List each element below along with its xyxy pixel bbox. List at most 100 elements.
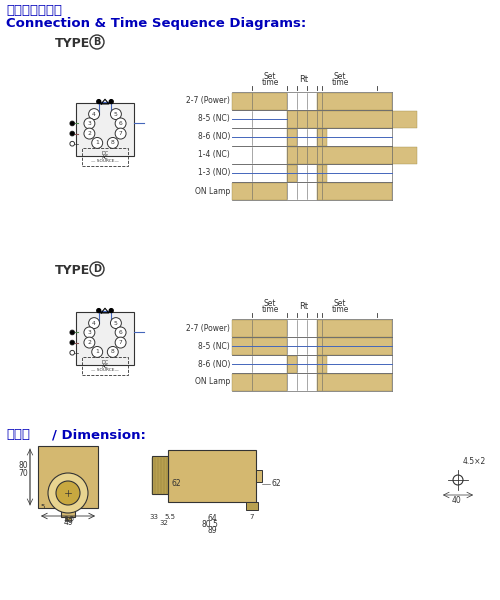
Text: 2: 2 [88, 340, 92, 345]
Circle shape [108, 137, 118, 148]
Circle shape [84, 128, 95, 139]
Bar [317, 337, 392, 355]
Bar [256, 470, 262, 482]
Bar [232, 182, 287, 199]
Circle shape [84, 337, 95, 348]
Bar [287, 128, 297, 145]
Bar [287, 355, 297, 373]
Text: 2: 2 [88, 131, 92, 136]
Text: 5.5: 5.5 [164, 514, 175, 520]
Text: 62: 62 [272, 479, 281, 488]
Bar [317, 319, 392, 337]
Text: Set: Set [334, 299, 346, 308]
Bar [38, 446, 98, 508]
Text: B: B [94, 37, 100, 47]
Text: 4: 4 [92, 112, 96, 116]
Text: 49: 49 [63, 518, 73, 527]
Text: AC: AC [102, 155, 108, 160]
Circle shape [70, 131, 74, 136]
Text: TYPE: TYPE [55, 264, 90, 277]
Text: 3: 3 [88, 330, 92, 335]
Circle shape [115, 327, 126, 338]
Circle shape [97, 308, 100, 313]
Text: DC: DC [102, 151, 108, 156]
Text: 32: 32 [160, 520, 168, 526]
Bar [317, 182, 392, 199]
Text: 7: 7 [250, 514, 254, 520]
Bar [76, 103, 134, 156]
Bar [65, 517, 71, 520]
Text: 3: 3 [88, 121, 92, 126]
Text: 尺寸圖: 尺寸圖 [6, 428, 30, 441]
Text: D: D [93, 264, 101, 274]
Bar [287, 110, 417, 127]
Text: 4: 4 [92, 320, 96, 326]
Bar [317, 128, 327, 145]
Text: 6: 6 [118, 330, 122, 335]
Bar [287, 146, 417, 163]
Text: time: time [262, 305, 278, 314]
Text: 2-7 (Power): 2-7 (Power) [186, 97, 230, 106]
Bar [168, 450, 256, 502]
Circle shape [115, 337, 126, 348]
Text: 7: 7 [118, 340, 122, 345]
Text: — SOURCE—: — SOURCE— [91, 160, 119, 163]
Circle shape [115, 128, 126, 139]
Bar [61, 508, 75, 517]
Text: 8-5 (NC): 8-5 (NC) [198, 115, 230, 124]
Bar [232, 373, 287, 391]
Bar [317, 92, 392, 109]
Text: / Dimension:: / Dimension: [52, 428, 146, 441]
Circle shape [48, 473, 88, 513]
Text: Set: Set [264, 72, 276, 81]
Text: 2-7 (Power): 2-7 (Power) [186, 323, 230, 332]
Bar [76, 312, 134, 365]
Text: 1-4 (NC): 1-4 (NC) [198, 151, 230, 160]
Bar [246, 502, 258, 510]
Circle shape [110, 109, 122, 119]
Text: 5: 5 [114, 320, 118, 326]
Bar [232, 92, 287, 109]
Circle shape [70, 350, 74, 355]
Circle shape [70, 132, 74, 135]
Text: 33: 33 [150, 514, 158, 520]
Text: 89: 89 [207, 526, 217, 535]
Text: 1: 1 [96, 140, 99, 145]
Circle shape [84, 118, 95, 129]
Circle shape [70, 121, 74, 126]
Text: 8-5 (NC): 8-5 (NC) [198, 341, 230, 350]
Circle shape [56, 481, 80, 505]
Circle shape [88, 317, 100, 329]
Circle shape [88, 109, 100, 119]
Circle shape [84, 327, 95, 338]
Circle shape [92, 137, 102, 148]
Text: 連接圖與時序圖: 連接圖與時序圖 [6, 4, 62, 17]
Text: 5: 5 [41, 504, 45, 510]
Circle shape [70, 330, 74, 335]
Circle shape [453, 475, 463, 485]
Circle shape [90, 35, 104, 49]
Bar [317, 164, 327, 181]
Text: 80.5: 80.5 [202, 520, 218, 529]
Text: 64: 64 [207, 514, 217, 523]
Text: 8-6 (NO): 8-6 (NO) [198, 359, 230, 368]
Text: Rt: Rt [300, 302, 308, 311]
Text: — SOURCE—: — SOURCE— [91, 368, 119, 373]
Circle shape [110, 100, 113, 104]
Bar [317, 355, 327, 373]
Bar [232, 337, 287, 355]
Circle shape [70, 331, 74, 334]
Circle shape [70, 122, 74, 125]
Text: Set: Set [334, 72, 346, 81]
Circle shape [70, 340, 74, 345]
Text: 7: 7 [118, 131, 122, 136]
Text: AC: AC [102, 364, 108, 370]
Circle shape [70, 341, 74, 344]
Circle shape [108, 346, 118, 358]
Text: time: time [332, 305, 348, 314]
Circle shape [115, 118, 126, 129]
Text: time: time [262, 78, 278, 87]
Text: Connection & Time Sequence Diagrams:: Connection & Time Sequence Diagrams: [6, 17, 306, 30]
Text: 1-3 (NO): 1-3 (NO) [198, 169, 230, 178]
Text: ON Lamp: ON Lamp [195, 377, 230, 386]
